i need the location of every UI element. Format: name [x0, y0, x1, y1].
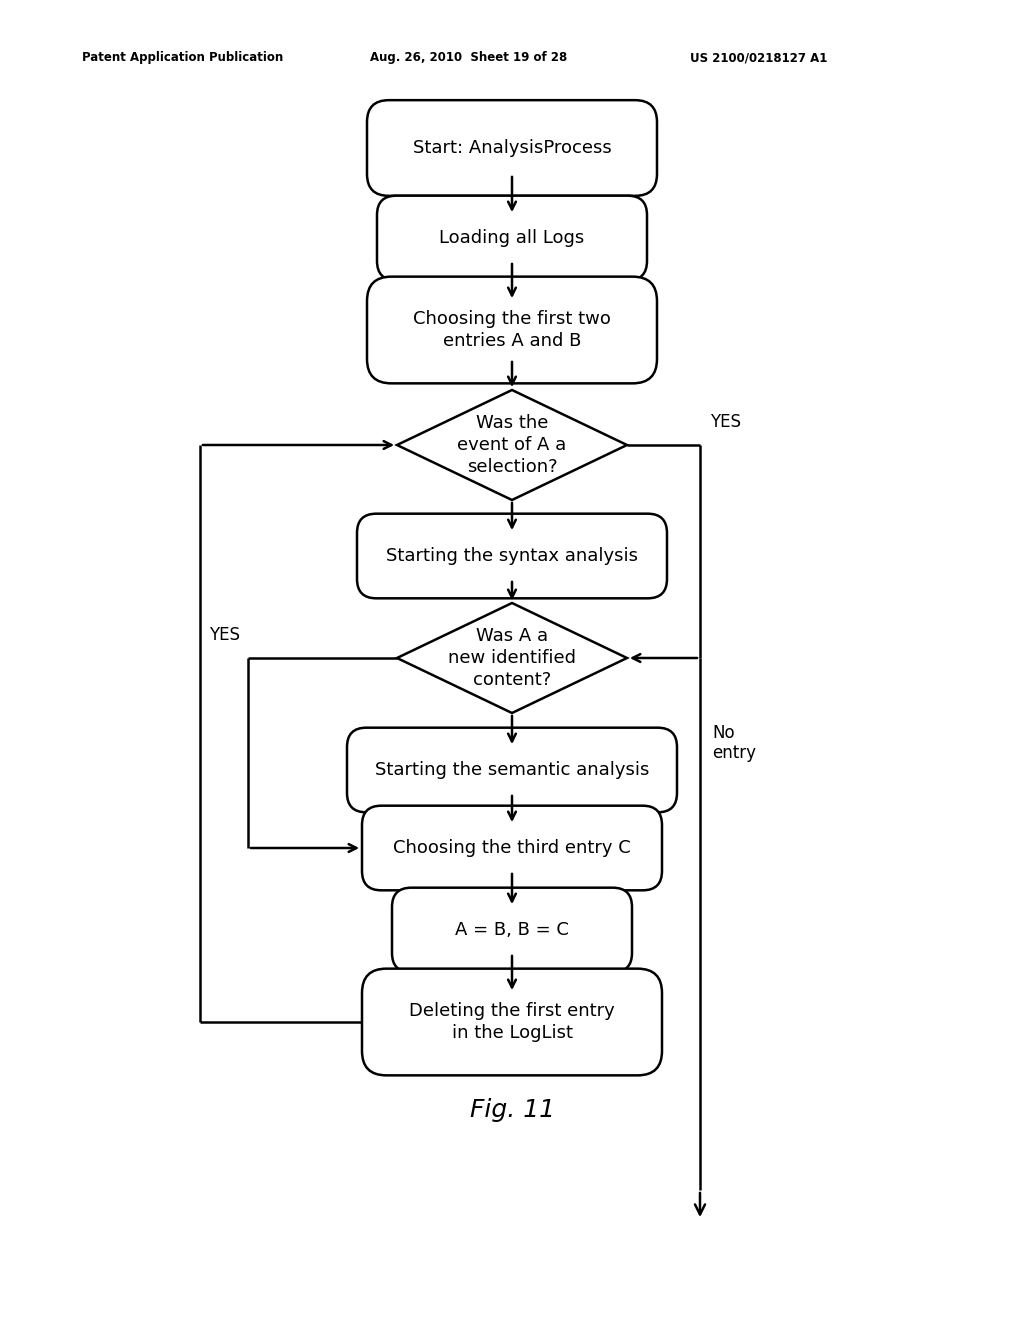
- Text: Fig. 11: Fig. 11: [469, 1098, 555, 1122]
- FancyBboxPatch shape: [392, 887, 632, 973]
- FancyBboxPatch shape: [367, 100, 657, 195]
- Text: Starting the syntax analysis: Starting the syntax analysis: [386, 546, 638, 565]
- Text: YES: YES: [710, 413, 741, 432]
- Text: Choosing the third entry C: Choosing the third entry C: [393, 840, 631, 857]
- Text: Patent Application Publication: Patent Application Publication: [82, 51, 284, 65]
- Text: US 2100/0218127 A1: US 2100/0218127 A1: [690, 51, 827, 65]
- FancyBboxPatch shape: [362, 805, 662, 890]
- Text: Was the
event of A a
selection?: Was the event of A a selection?: [458, 413, 566, 477]
- Polygon shape: [397, 603, 627, 713]
- FancyBboxPatch shape: [367, 277, 657, 383]
- FancyBboxPatch shape: [377, 195, 647, 280]
- Text: Aug. 26, 2010  Sheet 19 of 28: Aug. 26, 2010 Sheet 19 of 28: [370, 51, 567, 65]
- Text: No
entry: No entry: [712, 723, 756, 763]
- Text: Starting the semantic analysis: Starting the semantic analysis: [375, 762, 649, 779]
- Text: Start: AnalysisProcess: Start: AnalysisProcess: [413, 139, 611, 157]
- Text: Deleting the first entry
in the LogList: Deleting the first entry in the LogList: [410, 1002, 614, 1041]
- FancyBboxPatch shape: [357, 513, 667, 598]
- FancyBboxPatch shape: [347, 727, 677, 812]
- Text: YES: YES: [209, 626, 240, 644]
- Polygon shape: [397, 389, 627, 500]
- Text: Was A a
new identified
content?: Was A a new identified content?: [449, 627, 575, 689]
- Text: Choosing the first two
entries A and B: Choosing the first two entries A and B: [413, 310, 611, 350]
- FancyBboxPatch shape: [362, 969, 662, 1076]
- Text: Loading all Logs: Loading all Logs: [439, 228, 585, 247]
- Text: A = B, B = C: A = B, B = C: [455, 921, 569, 939]
